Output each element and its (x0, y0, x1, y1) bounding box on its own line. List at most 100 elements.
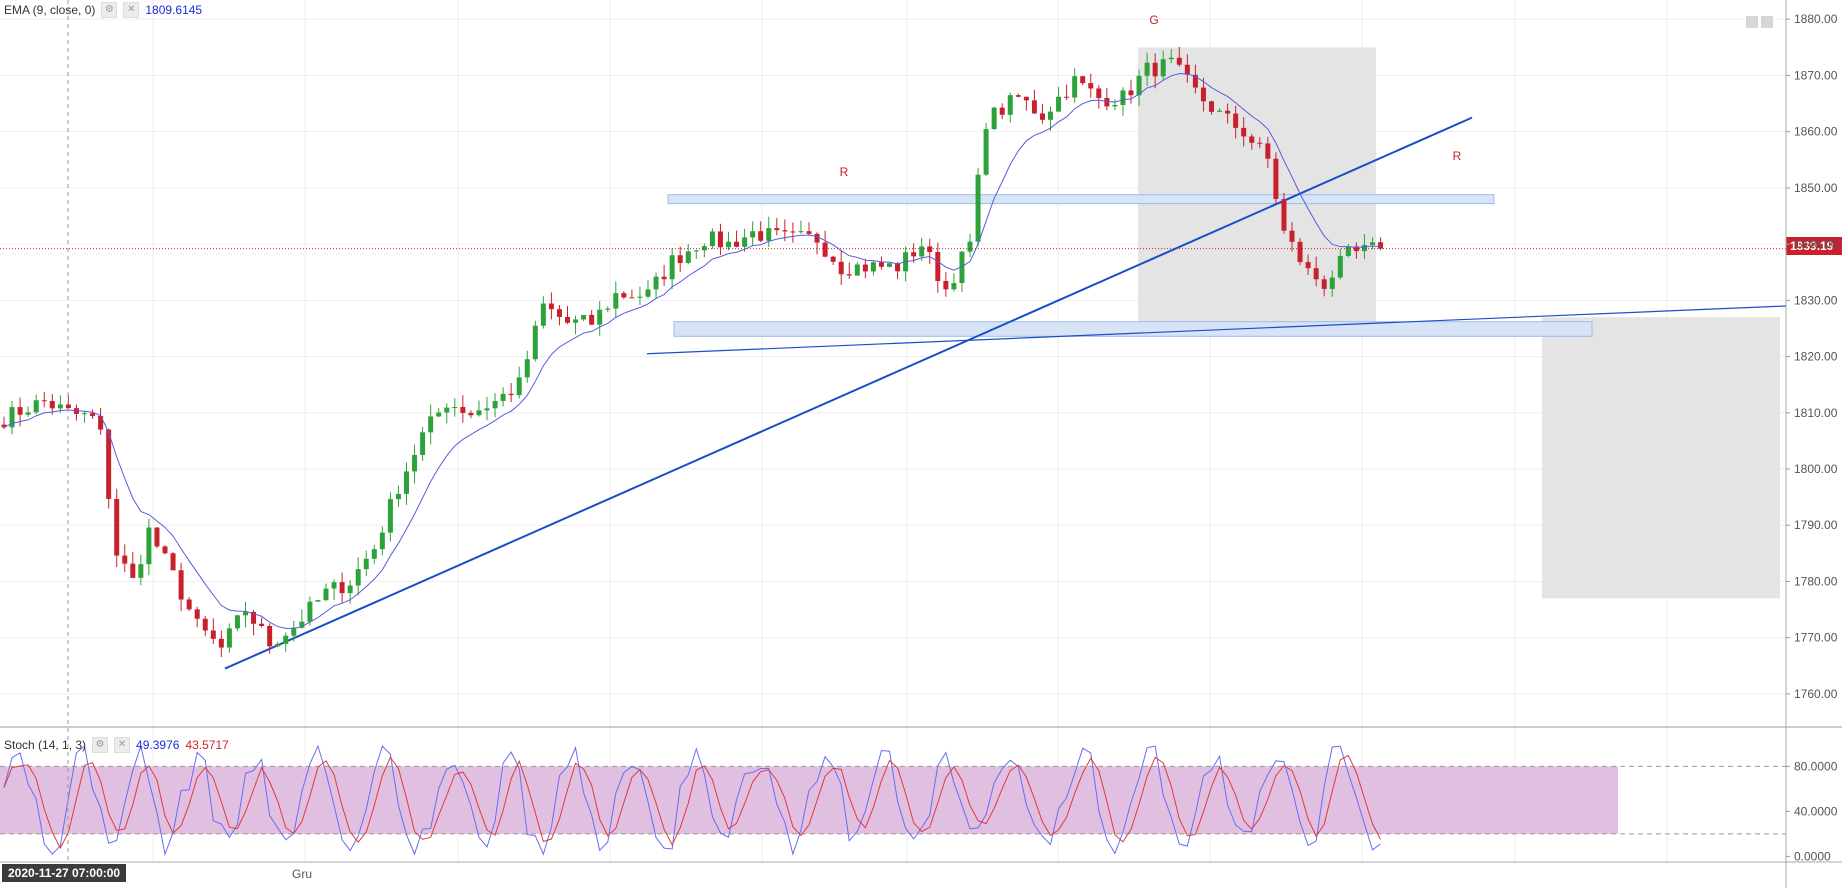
candle-body (162, 546, 168, 554)
candle-body (1128, 90, 1134, 96)
stoch-close-icon[interactable]: ✕ (114, 737, 131, 753)
label-top: G (1149, 13, 1158, 27)
candle-body (870, 262, 876, 272)
zone-top (1138, 47, 1376, 329)
candle-body (581, 314, 587, 320)
candle-body (1337, 256, 1343, 278)
candle-body (138, 564, 144, 578)
candle-body (194, 609, 200, 619)
candle-body (951, 283, 957, 290)
candle-body (178, 570, 184, 600)
candle-body (1056, 96, 1062, 112)
candle-body (323, 588, 329, 601)
candle-body (758, 231, 764, 241)
candle-body (1305, 262, 1311, 269)
candle-body (597, 309, 603, 325)
stoch-pane (0, 744, 1786, 856)
candle-body (589, 314, 595, 325)
resistance-band (667, 194, 1495, 205)
candle-body (25, 412, 31, 415)
crosshair-time: 2020-11-27 07:00:00 (8, 866, 120, 880)
candle-body (412, 454, 418, 472)
candle-body (1039, 113, 1045, 120)
close-icon[interactable]: ✕ (123, 2, 140, 18)
candle-body (57, 404, 63, 409)
pane-up-icon[interactable] (1746, 16, 1758, 28)
candle-body (862, 264, 868, 272)
candle-body (605, 308, 611, 310)
candle-body (967, 241, 973, 252)
candle-body (65, 404, 71, 409)
candle-body (975, 174, 981, 242)
price-tick-label: 1880.00 (1794, 12, 1838, 26)
candle-body (1048, 111, 1053, 120)
candle-body (90, 413, 96, 416)
candle-body (1088, 83, 1094, 89)
candle-body (573, 319, 579, 323)
candle-body (460, 406, 466, 413)
candle-body (669, 255, 675, 280)
candle-body (420, 432, 426, 455)
candle-body (1297, 241, 1303, 263)
label-left: R (840, 165, 849, 179)
candle-body (9, 407, 15, 428)
candle-body (444, 407, 450, 413)
candle-body (790, 231, 796, 233)
price-tick-label: 1860.00 (1794, 125, 1838, 139)
candle-body (355, 569, 361, 586)
candle-body (1168, 57, 1174, 60)
candle-body (661, 276, 667, 280)
price-tick-label: 1820.00 (1794, 350, 1838, 364)
candles (1, 47, 1384, 658)
stoch-legend-name: Stoch (14, 1, 3) (4, 738, 87, 752)
stoch-tick-label: 40.0000 (1794, 804, 1838, 818)
candle-body (548, 303, 554, 310)
candle-body (830, 256, 836, 262)
stoch-settings-icon[interactable]: ⚙ (92, 737, 109, 753)
ema-legend-value: 1809.6145 (145, 3, 203, 17)
candle-body (798, 231, 804, 233)
candle-body (943, 280, 949, 290)
candle-body (1257, 142, 1263, 144)
candle-body (854, 264, 860, 276)
candle-body (1120, 90, 1126, 105)
candle-body (267, 625, 273, 647)
candle-body (436, 412, 442, 417)
price-tick-label: 1850.00 (1794, 181, 1838, 195)
candle-body (114, 498, 120, 556)
pane-down-icon[interactable] (1761, 16, 1773, 28)
candle-body (186, 599, 192, 610)
shaded-zones (667, 47, 1780, 599)
pane-controls (1746, 16, 1773, 28)
candle-body (991, 107, 997, 130)
candle-body (1184, 64, 1190, 75)
candle-body (122, 555, 128, 564)
candle-body (106, 429, 112, 499)
candle-body (701, 246, 707, 251)
candle-body (1023, 96, 1029, 101)
candle-body (693, 250, 699, 252)
candle-body (170, 553, 176, 571)
candle-body (677, 255, 683, 263)
stoch-legend: Stoch (14, 1, 3) ⚙ ✕ 49.3976 43.5717 (4, 737, 229, 753)
price-tick-label: 1870.00 (1794, 68, 1838, 82)
label-right: R (1453, 149, 1462, 163)
candle-body (524, 359, 530, 378)
last-price-badge (1786, 237, 1842, 255)
candle-body (1015, 95, 1021, 97)
price-tick-label: 1790.00 (1794, 518, 1838, 532)
candle-body (1265, 143, 1271, 159)
price-tick-label: 1840.00 (1794, 237, 1838, 251)
candle-body (283, 635, 289, 644)
candle-body (508, 393, 514, 396)
candle-body (363, 558, 369, 570)
candle-body (1112, 104, 1118, 107)
candle-body (1233, 113, 1239, 128)
candle-body (484, 408, 490, 411)
settings-icon[interactable]: ⚙ (101, 2, 118, 18)
stoch-tick-label: 0.0000 (1794, 849, 1831, 863)
candle-body (959, 251, 965, 284)
candle-body (1273, 158, 1279, 200)
candle-body (1281, 199, 1287, 231)
